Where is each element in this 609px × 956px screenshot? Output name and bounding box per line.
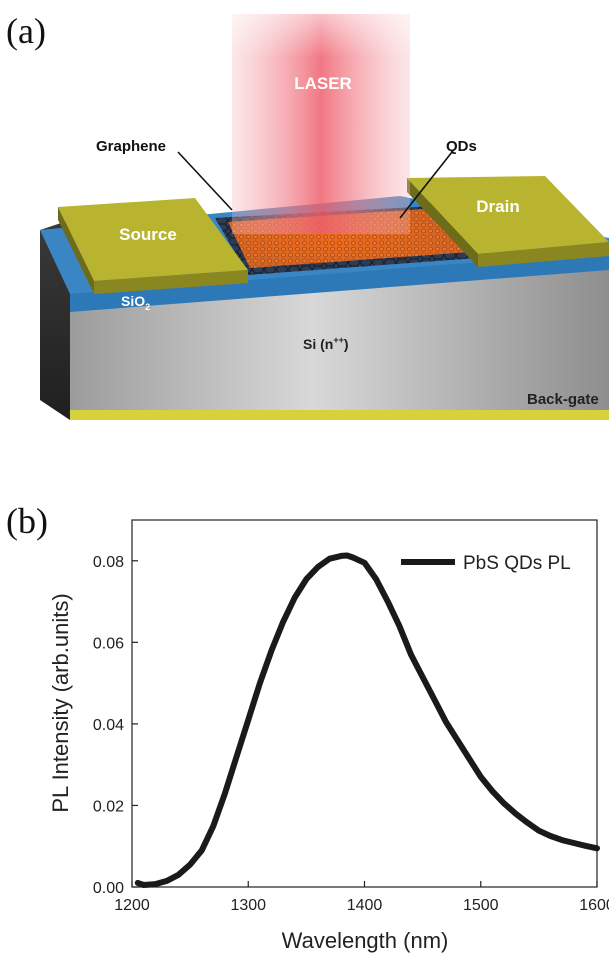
- backgate-layer: [70, 410, 609, 420]
- sio2-layer: [70, 250, 609, 312]
- series-line-pbs-qds-pl: [134, 552, 600, 888]
- y-tick-label: 0.00: [93, 880, 124, 897]
- y-axis: 0.00 0.02 0.04 0.06 0.08: [93, 554, 138, 897]
- y-axis-label: PL Intensity (arb.units): [48, 593, 73, 812]
- x-tick-label: 1500: [463, 897, 499, 914]
- qds-label: QDs: [446, 138, 477, 155]
- y-tick-label: 0.04: [93, 717, 124, 734]
- source-label: Source: [119, 225, 177, 244]
- drain-label: Drain: [476, 197, 519, 216]
- qds-pointer: [399, 151, 453, 219]
- graphene-pointer: [177, 151, 233, 211]
- legend: PbS QDs PL: [401, 553, 571, 574]
- graphene-label: Graphene: [96, 138, 166, 155]
- y-tick-label: 0.02: [93, 798, 124, 815]
- x-tick-label: 1400: [347, 897, 383, 914]
- y-tick-label: 0.08: [93, 554, 124, 571]
- legend-label: PbS QDs PL: [463, 553, 571, 574]
- x-axis-label: Wavelength (nm): [282, 928, 449, 953]
- backgate-label: Back-gate: [527, 391, 599, 408]
- source-electrode-top: [58, 198, 248, 281]
- si-label: Si (n++): [303, 335, 349, 352]
- plot-frame: [131, 519, 598, 888]
- sio2-label: SiO2: [121, 293, 150, 312]
- laser-label: LASER: [294, 74, 352, 93]
- panel-a-label: (a): [6, 11, 46, 51]
- y-tick-label: 0.06: [93, 635, 124, 652]
- x-tick-label: 1300: [230, 897, 266, 914]
- drain-electrode-front: [478, 242, 609, 267]
- source-electrode-front: [94, 270, 248, 294]
- drain-electrode-top: [407, 176, 609, 254]
- si-substrate: [70, 268, 609, 410]
- x-tick-label: 1200: [114, 897, 150, 914]
- panel-b-label: (b): [6, 501, 48, 541]
- device-schematic: LASER Graphene QDs Source Drain SiO2 Si …: [40, 14, 609, 420]
